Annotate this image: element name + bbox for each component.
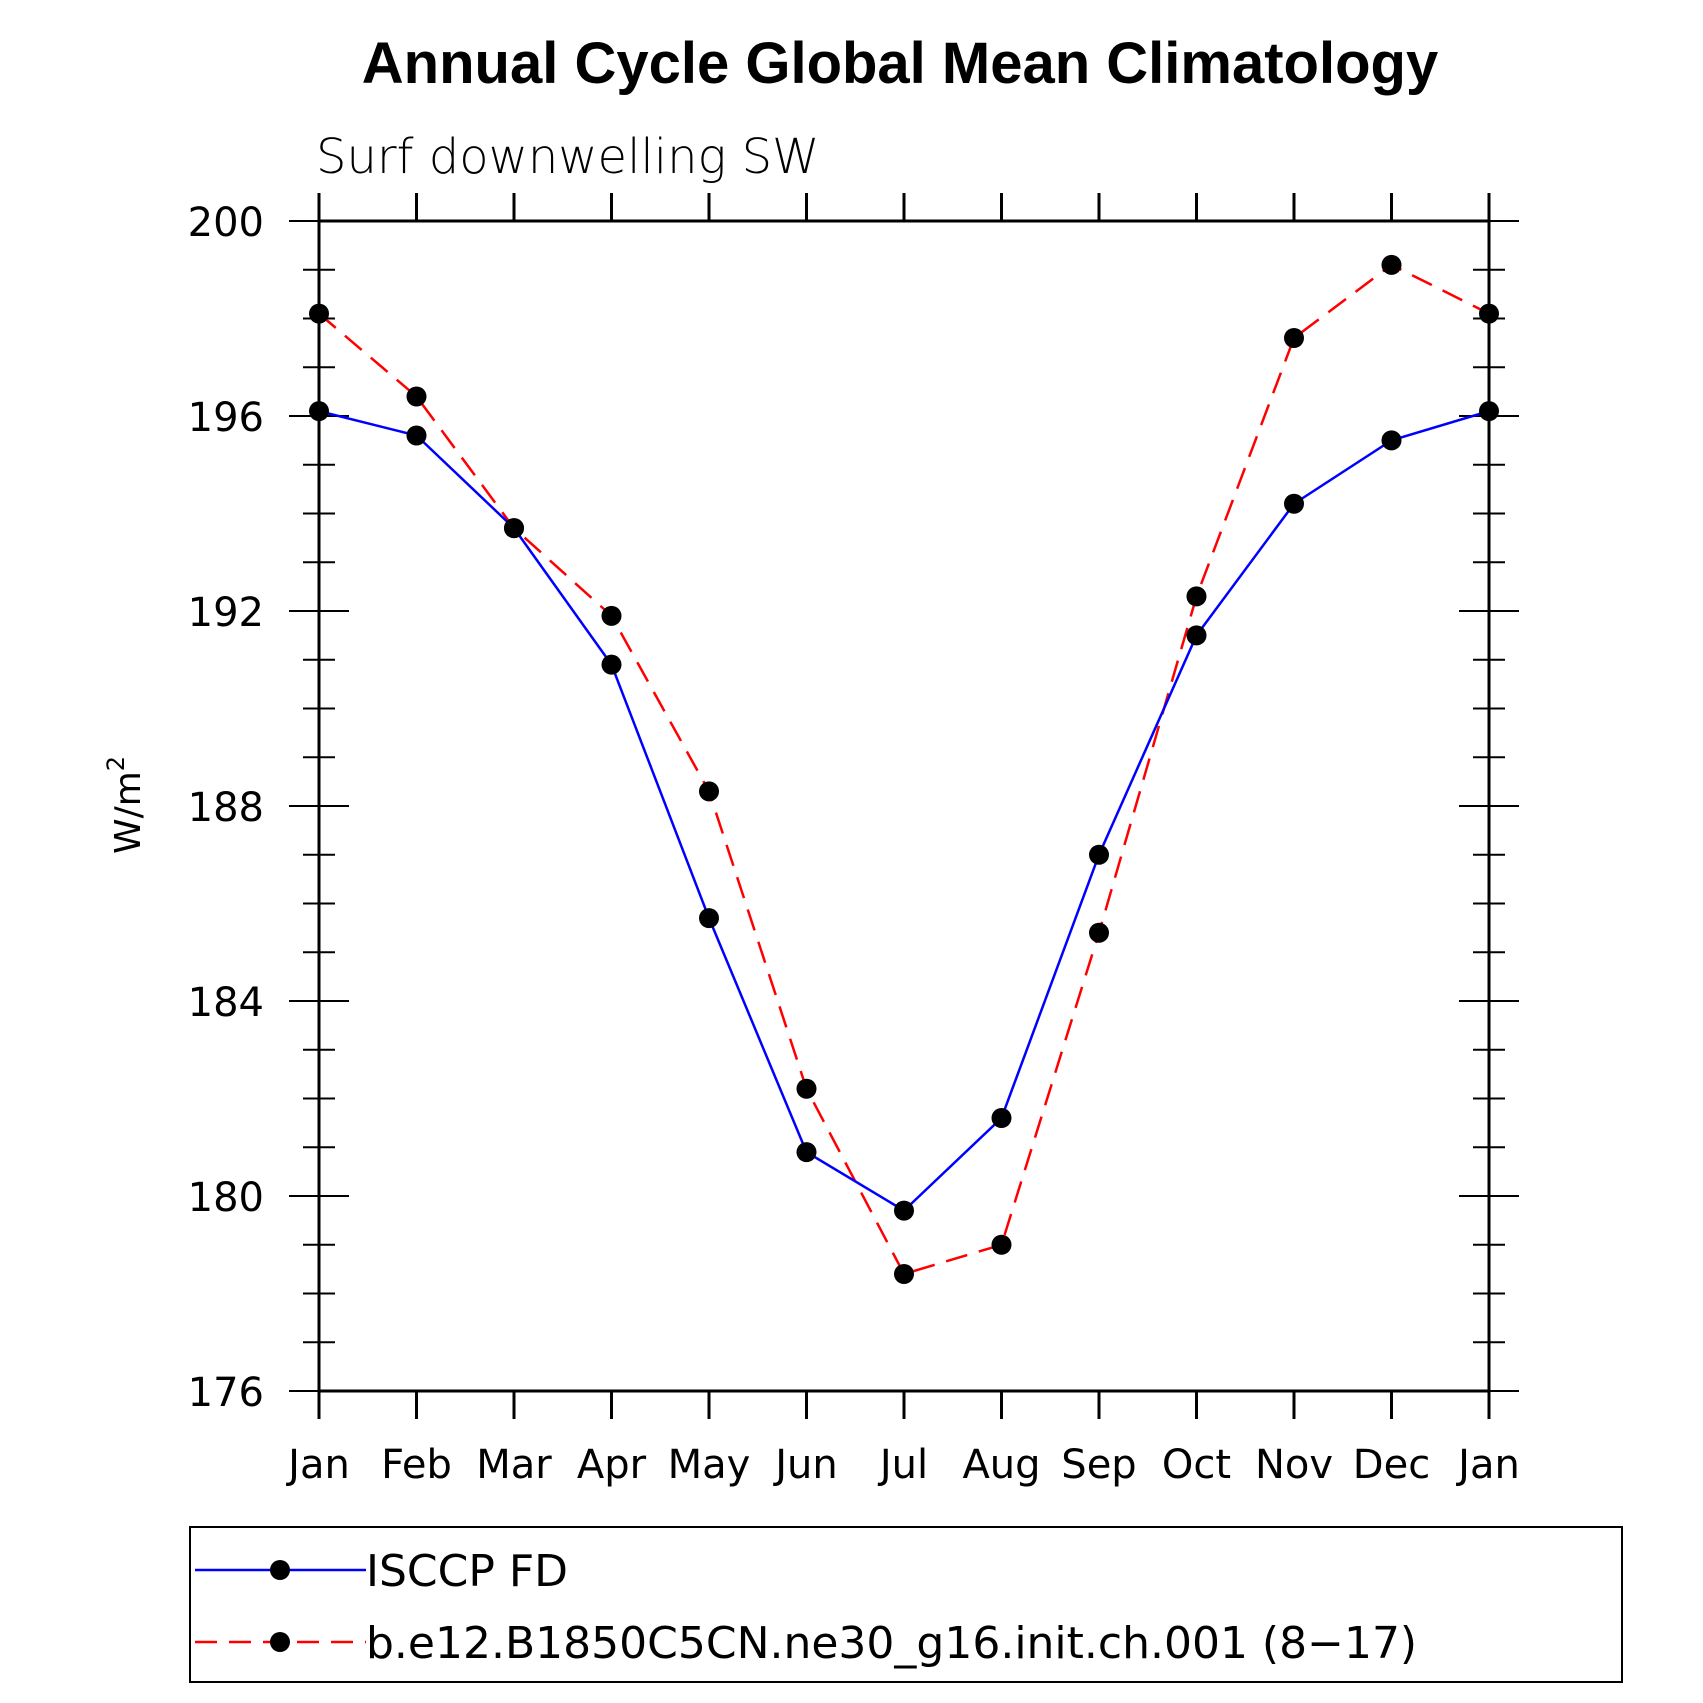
y-axis-label: W/m2	[102, 756, 149, 854]
data-point	[1186, 625, 1207, 646]
y-tick-label: 200	[188, 200, 264, 246]
series-line	[318, 263, 1490, 1276]
data-point	[796, 1078, 817, 1099]
x-tick-label: Feb	[381, 1442, 452, 1488]
x-tick-label: May	[668, 1442, 751, 1488]
data-point	[1479, 303, 1499, 324]
data-point	[1284, 328, 1304, 348]
x-tick-label: Jan	[1455, 1442, 1520, 1488]
legend-label-isccp: ISCCP FD	[366, 1546, 568, 1597]
x-tick-label: Oct	[1162, 1442, 1231, 1488]
data-point	[894, 1200, 914, 1221]
data-point	[894, 1264, 914, 1284]
x-tick-label: Jun	[772, 1442, 838, 1488]
data-point	[1089, 844, 1109, 865]
x-tick-label: Sep	[1061, 1442, 1136, 1488]
x-tick-label: Mar	[476, 1442, 552, 1488]
series-layer	[309, 254, 1499, 1284]
x-tick-label: Jan	[285, 1442, 350, 1488]
data-point	[504, 518, 524, 539]
y-tick-label: 192	[188, 590, 264, 636]
legend-label-model: b.e12.B1850C5CN.ne30_g16.init.ch.001 (8−…	[366, 1618, 1417, 1669]
series-1	[318, 263, 1490, 1276]
data-point	[1284, 493, 1304, 514]
y-tick-label: 180	[188, 1175, 264, 1221]
legend-box	[189, 1526, 1623, 1683]
chart-title: Annual Cycle Global Mean Climatology	[362, 31, 1438, 96]
axis-ticks	[289, 193, 1519, 1419]
data-point	[1479, 401, 1499, 422]
y-tick-label: 184	[188, 980, 264, 1026]
data-point	[309, 303, 329, 324]
data-point	[309, 401, 329, 422]
data-point	[991, 1108, 1012, 1128]
data-point	[601, 605, 622, 626]
y-axis-labels: 176 180 184 188 192 196 200	[188, 200, 264, 1416]
series-markers-0	[309, 401, 1499, 1221]
x-axis-labels: Jan Feb Mar Apr May Jun Jul Aug Sep Oct Nov Dec Jan	[285, 1442, 1520, 1488]
data-point	[601, 654, 622, 675]
y-tick-label: 196	[188, 395, 264, 441]
series-markers-1	[309, 254, 1499, 1284]
data-point	[991, 1234, 1012, 1255]
y-tick-label: 176	[188, 1370, 264, 1416]
data-point	[796, 1142, 817, 1163]
y-tick-label: 188	[188, 785, 264, 831]
data-point	[1381, 430, 1402, 451]
data-point	[406, 386, 427, 407]
legend: ISCCP FD b.e12.B1850C5CN.ne30_g16.init.c…	[189, 1526, 1623, 1683]
data-point	[1186, 586, 1207, 607]
series-line	[318, 409, 1490, 1213]
x-tick-label: Dec	[1353, 1442, 1430, 1488]
series-0	[318, 409, 1490, 1213]
legend-marker-isccp	[270, 1560, 290, 1580]
chart-subtitle: Surf downwelling SW	[316, 129, 820, 185]
legend-marker-model	[270, 1632, 290, 1652]
data-point	[1089, 922, 1109, 943]
x-tick-label: Jul	[877, 1442, 928, 1488]
x-tick-label: Apr	[577, 1442, 647, 1488]
data-point	[1381, 254, 1402, 275]
x-tick-label: Aug	[962, 1442, 1040, 1488]
x-tick-label: Nov	[1255, 1442, 1333, 1488]
data-point	[699, 908, 719, 929]
data-point	[699, 781, 719, 802]
data-point	[406, 425, 427, 446]
